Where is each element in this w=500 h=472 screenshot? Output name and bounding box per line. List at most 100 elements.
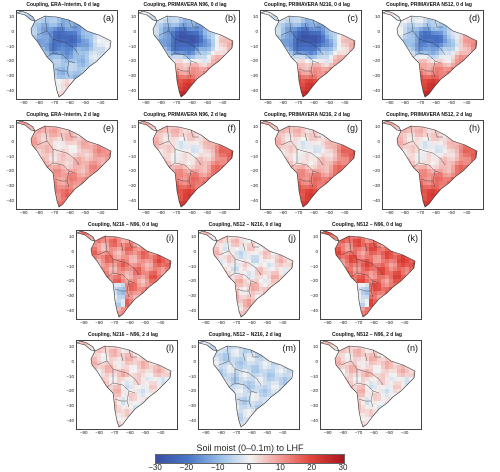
lat-tick-label: −20 bbox=[126, 168, 136, 173]
lon-tick-label: −90 bbox=[383, 210, 397, 215]
lon-tick-label: −60 bbox=[367, 320, 381, 325]
lon-tick-label: −60 bbox=[429, 100, 443, 105]
lat-tick-label: −40 bbox=[308, 418, 318, 423]
map-svg bbox=[383, 121, 483, 209]
panel-title: Coupling, PRIMAVERA N96, 2 d lag bbox=[126, 112, 244, 118]
map-frame: (j) bbox=[198, 230, 300, 320]
lat-tick-label: −30 bbox=[186, 403, 196, 408]
panel-label: (e) bbox=[103, 123, 114, 133]
lon-tick-label: −90 bbox=[261, 100, 275, 105]
lat-tick-label: −30 bbox=[248, 73, 258, 78]
panel-label: (l) bbox=[166, 343, 174, 353]
map-frame: (m) bbox=[198, 340, 300, 430]
lat-tick-label: −40 bbox=[370, 88, 380, 93]
lon-tick-label: −70 bbox=[229, 430, 243, 435]
lat-tick-label: −30 bbox=[64, 403, 74, 408]
lon-tick-label: −80 bbox=[214, 430, 228, 435]
map-svg bbox=[321, 341, 421, 429]
lon-tick-label: −80 bbox=[32, 100, 46, 105]
lat-tick-label: −30 bbox=[126, 183, 136, 188]
lon-tick-label: −70 bbox=[47, 100, 61, 105]
lon-tick-label: −60 bbox=[245, 320, 259, 325]
map-svg bbox=[261, 11, 361, 99]
lat-tick-label: −20 bbox=[126, 58, 136, 63]
lon-tick-label: −90 bbox=[199, 320, 213, 325]
lat-tick-label: −10 bbox=[4, 154, 14, 159]
lat-tick-label: 10 bbox=[126, 124, 136, 129]
lon-tick-label: −60 bbox=[307, 210, 321, 215]
map-frame: (l) bbox=[76, 340, 178, 430]
lat-tick-label: −20 bbox=[64, 388, 74, 393]
lat-tick-label: 10 bbox=[64, 234, 74, 239]
lon-tick-label: −60 bbox=[307, 100, 321, 105]
lat-tick-label: 10 bbox=[248, 124, 258, 129]
panel-label: (d) bbox=[469, 13, 480, 23]
lon-tick-label: −50 bbox=[322, 210, 336, 215]
lat-tick-label: −20 bbox=[370, 58, 380, 63]
lat-tick-label: −40 bbox=[126, 198, 136, 203]
lat-tick-label: −40 bbox=[370, 198, 380, 203]
lon-tick-label: −40 bbox=[154, 320, 168, 325]
map-svg bbox=[17, 11, 117, 99]
lon-tick-label: −40 bbox=[94, 210, 108, 215]
panel-title: Coupling, N216 − N96, 2 d lag bbox=[64, 332, 182, 338]
lon-tick-label: −40 bbox=[460, 100, 474, 105]
data-field bbox=[17, 121, 117, 209]
data-field bbox=[383, 11, 483, 99]
lon-tick-label: −90 bbox=[383, 100, 397, 105]
map-svg bbox=[139, 11, 239, 99]
lon-tick-label: −40 bbox=[216, 100, 230, 105]
lon-tick-label: −50 bbox=[78, 100, 92, 105]
map-frame: (e) bbox=[16, 120, 118, 210]
map-frame: (g) bbox=[260, 120, 362, 210]
lon-tick-label: −70 bbox=[413, 210, 427, 215]
map-svg bbox=[77, 341, 177, 429]
lat-tick-label: 0 bbox=[126, 29, 136, 34]
lon-tick-label: −50 bbox=[444, 100, 458, 105]
lat-tick-label: −10 bbox=[64, 264, 74, 269]
lat-tick-label: −30 bbox=[370, 73, 380, 78]
data-field bbox=[199, 341, 299, 429]
lat-tick-label: −20 bbox=[248, 168, 258, 173]
lat-tick-label: −40 bbox=[64, 418, 74, 423]
lat-tick-label: −20 bbox=[308, 388, 318, 393]
lon-tick-label: −50 bbox=[200, 210, 214, 215]
lon-tick-label: −70 bbox=[291, 100, 305, 105]
lat-tick-label: −30 bbox=[186, 293, 196, 298]
panel-label: (a) bbox=[103, 13, 114, 23]
panel-title: Coupling, ERA−Interim, 0 d lag bbox=[4, 2, 122, 8]
data-field bbox=[139, 121, 239, 209]
lat-tick-label: −10 bbox=[370, 154, 380, 159]
lat-tick-label: 10 bbox=[186, 234, 196, 239]
lat-tick-label: −30 bbox=[4, 183, 14, 188]
map-svg bbox=[77, 231, 177, 319]
lon-tick-label: −80 bbox=[92, 430, 106, 435]
lat-tick-label: −20 bbox=[186, 278, 196, 283]
map-svg bbox=[199, 231, 299, 319]
lon-tick-label: −50 bbox=[138, 320, 152, 325]
panel-title: Coupling, N512 − N96, 2 d lag bbox=[308, 332, 426, 338]
map-svg bbox=[383, 11, 483, 99]
lon-tick-label: −40 bbox=[460, 210, 474, 215]
lat-tick-label: 0 bbox=[4, 29, 14, 34]
lon-tick-label: −70 bbox=[291, 210, 305, 215]
data-field bbox=[77, 231, 177, 319]
lat-tick-label: −10 bbox=[126, 154, 136, 159]
lat-tick-label: −10 bbox=[370, 44, 380, 49]
lat-tick-label: −30 bbox=[64, 293, 74, 298]
data-field bbox=[17, 11, 117, 99]
data-field bbox=[321, 341, 421, 429]
lon-tick-label: −70 bbox=[169, 100, 183, 105]
lat-tick-label: −40 bbox=[64, 308, 74, 313]
panel-title: Coupling, N216 − N96, 0 d lag bbox=[64, 222, 182, 228]
lon-tick-label: −50 bbox=[382, 430, 396, 435]
lon-tick-label: −50 bbox=[260, 320, 274, 325]
lat-tick-label: 0 bbox=[4, 139, 14, 144]
lon-tick-label: −80 bbox=[336, 320, 350, 325]
lat-tick-label: 0 bbox=[64, 249, 74, 254]
lat-tick-label: −30 bbox=[248, 183, 258, 188]
lat-tick-label: −10 bbox=[186, 264, 196, 269]
